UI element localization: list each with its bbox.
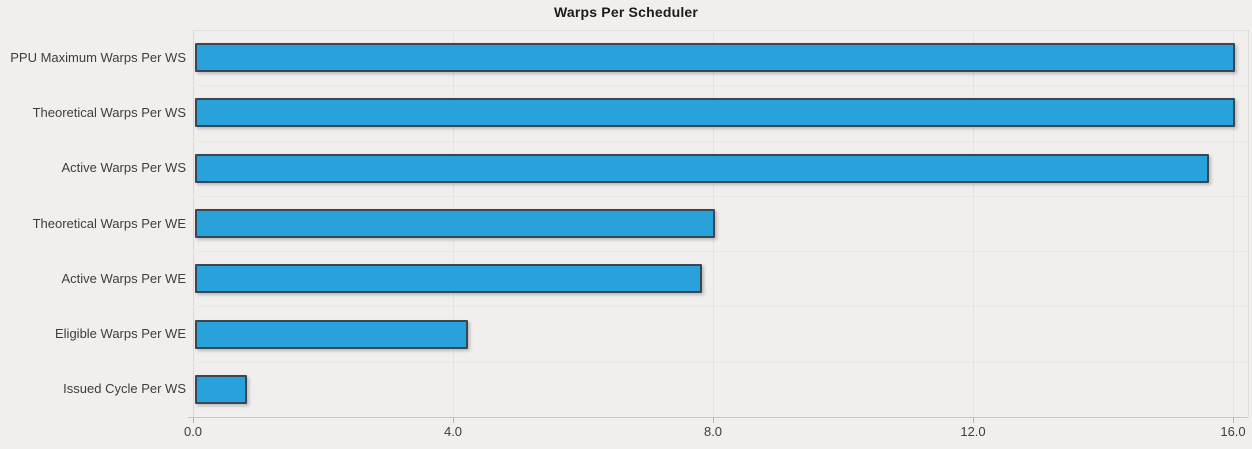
bar	[195, 320, 468, 349]
x-tick-mark	[453, 418, 454, 423]
x-tick-label: 8.0	[703, 424, 723, 439]
x-tick-label: 0.0	[183, 424, 203, 439]
row-separator	[193, 362, 1248, 363]
x-tick-mark	[193, 418, 194, 423]
x-tick-mark	[973, 418, 974, 423]
row-separator	[193, 251, 1248, 252]
plot-top-border	[193, 30, 1248, 31]
category-label: Issued Cycle Per WS	[63, 381, 186, 396]
bar	[195, 264, 702, 293]
x-tick-mark	[1233, 418, 1234, 423]
row-separator	[193, 85, 1248, 86]
x-axis-line	[188, 417, 1248, 418]
row-separator	[193, 196, 1248, 197]
x-tick-label: 4.0	[443, 424, 463, 439]
bar	[195, 98, 1235, 127]
category-label: Theoretical Warps Per WS	[32, 105, 186, 120]
chart-title: Warps Per Scheduler	[553, 4, 699, 20]
category-label: Theoretical Warps Per WE	[32, 216, 186, 231]
y-axis-line	[193, 30, 194, 417]
x-gridline	[1233, 30, 1234, 417]
bar	[195, 43, 1235, 72]
bar	[195, 375, 247, 404]
category-label: Active Warps Per WE	[61, 271, 186, 286]
category-label: Eligible Warps Per WE	[55, 326, 186, 341]
x-gridline	[973, 30, 974, 417]
x-tick-mark	[713, 418, 714, 423]
row-separator	[193, 141, 1248, 142]
bar	[195, 154, 1209, 183]
row-separator	[193, 306, 1248, 307]
category-label: PPU Maximum Warps Per WS	[10, 50, 186, 65]
x-tick-label: 12.0	[960, 424, 986, 439]
plot-right-border	[1248, 30, 1249, 417]
x-tick-label: 16.0	[1220, 424, 1246, 439]
category-label: Active Warps Per WS	[61, 160, 186, 175]
bar	[195, 209, 715, 238]
